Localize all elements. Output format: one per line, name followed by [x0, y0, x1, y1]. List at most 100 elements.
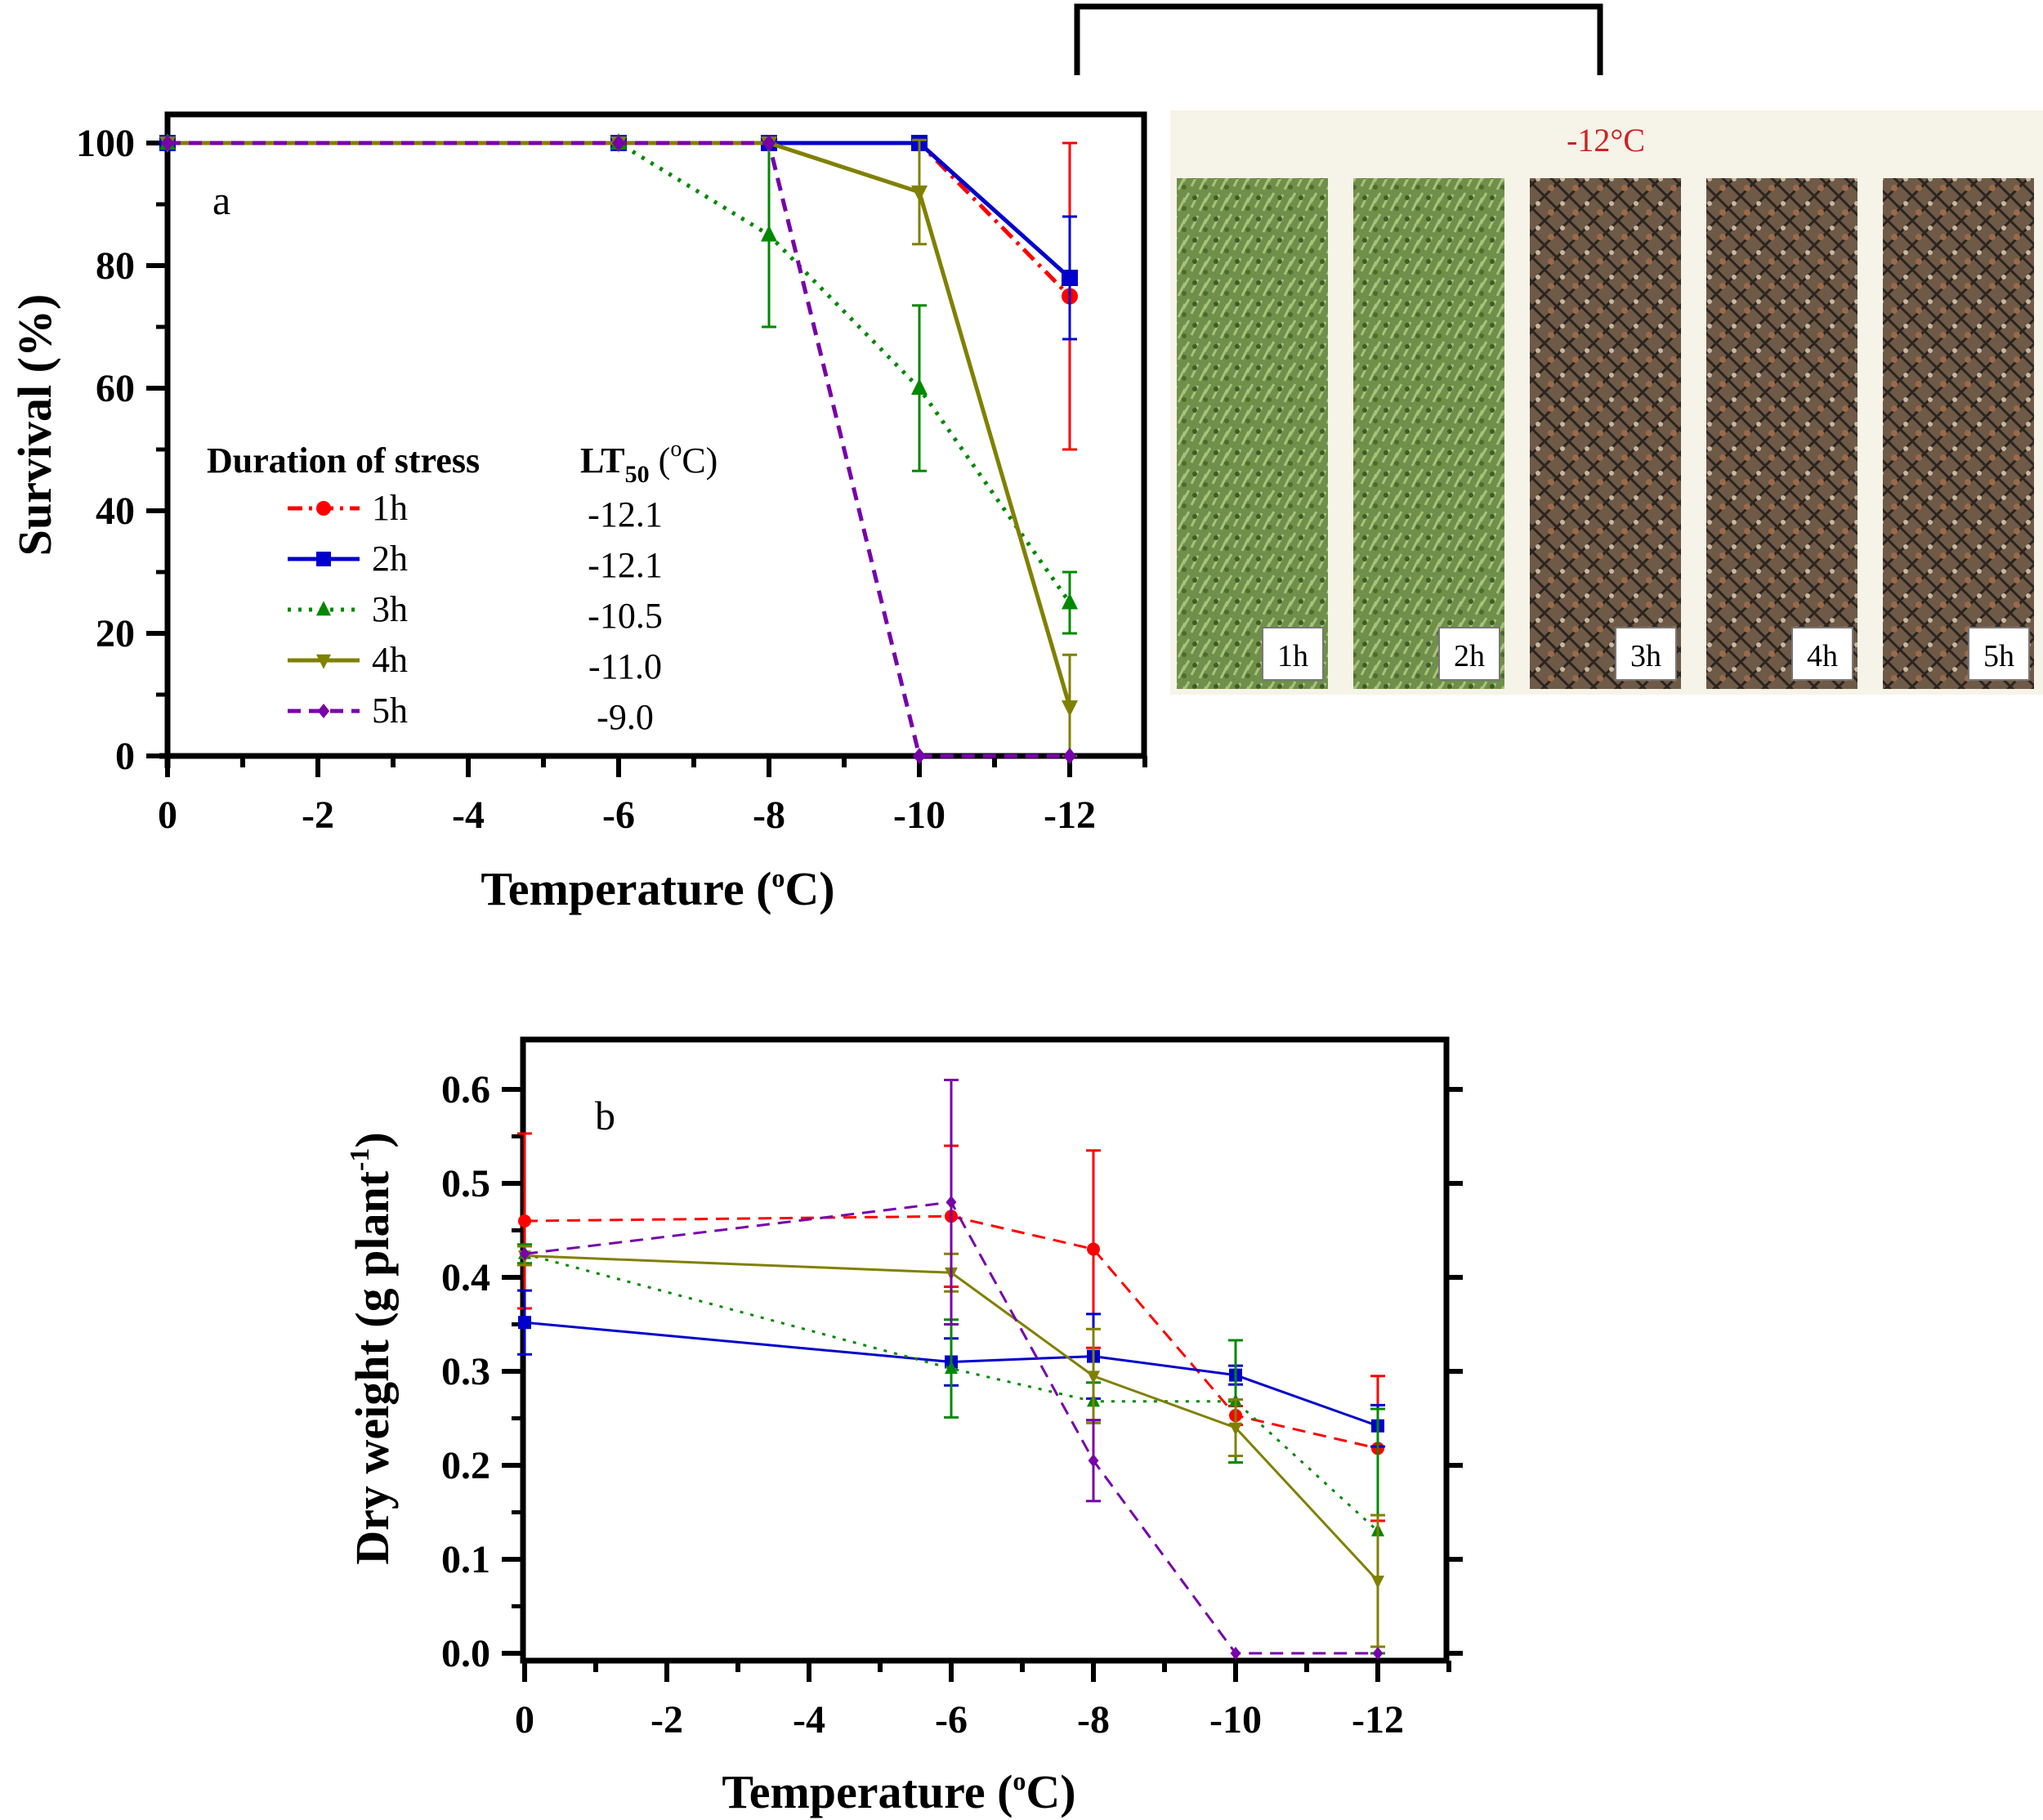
photo-2h: 2h: [1353, 178, 1504, 689]
plant-photo: [1706, 178, 1857, 689]
x-tick-label: -12: [1352, 1698, 1404, 1742]
legend-lt50: -12.1: [588, 494, 663, 534]
legend-item-4h: 4h -11.0: [288, 640, 662, 686]
x-tick-marks: [165, 756, 1147, 777]
data-point: [1087, 1242, 1100, 1256]
panel-label-b: b: [595, 1093, 615, 1138]
data-point: [945, 1360, 958, 1374]
data-point: [1062, 700, 1078, 717]
data-point: [1062, 593, 1078, 610]
legend-rows: 1h -12.1 2h -12.1 3h -10.5 4h -11.0 5h -9.0: [288, 488, 663, 737]
y-tick-label: 0.3: [441, 1350, 490, 1393]
photo-label: 3h: [1630, 639, 1661, 673]
legend-swatch-marker: [316, 654, 331, 669]
series-1h: [159, 135, 1078, 451]
data-point: [761, 225, 777, 242]
x-tick-label: -6: [602, 794, 635, 837]
photo-label: 2h: [1454, 639, 1485, 673]
legend-lt50: -12.1: [588, 545, 663, 585]
y-tick-label: 60: [96, 367, 135, 410]
x-axis-title: Temperature (oC): [722, 1765, 1075, 1818]
data-point: [612, 135, 625, 151]
x-tick-label: -4: [452, 794, 485, 837]
y-tick-label: 0.1: [441, 1538, 490, 1581]
plant-photo: [1883, 178, 2034, 689]
data-point: [1063, 748, 1076, 764]
data-point: [161, 135, 174, 151]
photo-strips: 1h 2h 3h 4h 5h: [1177, 178, 2034, 689]
photo-label-box: [1791, 627, 1853, 681]
y-tick-label: 0.6: [441, 1068, 490, 1111]
data-point: [518, 1316, 531, 1330]
photo-3h: 3h: [1530, 178, 1681, 689]
photo-label: 4h: [1807, 639, 1838, 673]
x-tick-label: -8: [753, 794, 785, 837]
y-tick-label: 100: [76, 122, 135, 165]
plant-photo: [1177, 178, 1328, 689]
data-point: [762, 135, 776, 151]
x-tick-label: -12: [1044, 794, 1096, 837]
plot-frame: [520, 1036, 1450, 1664]
photo-label: 5h: [1983, 639, 2014, 673]
x-tick-marks: [522, 1661, 1451, 1682]
legend-item-5h: 5h -9.0: [288, 691, 654, 737]
legend-item-2h: 2h -12.1: [288, 539, 663, 585]
plant-photo-panel: -12°C 1h 2h 3h 4h 5h: [1170, 110, 2043, 695]
legend-title: Duration of stress: [207, 440, 480, 481]
x-tick-label: -4: [793, 1698, 825, 1742]
data-point: [911, 378, 928, 395]
y-tick-label: 40: [96, 490, 135, 533]
survival-chart: 0 -2 -4 -6 -8 -10 -12 0 20 40 60 80 100 a Temperatu…: [8, 111, 1147, 915]
legend-swatch-marker: [316, 552, 331, 566]
y-tick-labels: 0.0 0.1 0.2 0.3 0.4 0.5 0.6: [441, 1068, 490, 1675]
x-tick-label: -10: [893, 794, 946, 837]
photo-4h: 4h: [1706, 178, 1857, 689]
y-tick-label: 20: [96, 612, 135, 655]
photo-label: 1h: [1277, 639, 1308, 673]
photo-label-box: [1615, 627, 1677, 681]
data-point: [1062, 270, 1078, 286]
data-point: [913, 748, 926, 764]
x-tick-label: -6: [935, 1698, 968, 1742]
series-line-1h: [524, 1214, 1379, 1450]
plant-photo: [1530, 178, 1681, 689]
legend: Duration of stress LT50 (oC) 1h -12.1 2h -1…: [207, 436, 718, 737]
photo-label-box: [1262, 627, 1324, 681]
photo-bracket: [1074, 3, 1603, 75]
legend-item-1h: 1h -12.1: [288, 488, 663, 534]
x-tick-label: 0: [158, 794, 177, 837]
x-tick-label: -10: [1209, 1698, 1262, 1742]
x-axis-title: Temperature (oC): [481, 862, 834, 915]
series-line-1h: [168, 141, 1071, 298]
legend-lt50: -9.0: [597, 697, 654, 737]
data-point: [1372, 1647, 1384, 1660]
photo-label-box: [1968, 627, 2030, 681]
dry-weight-chart: 0 -2 -4 -6 -8 -10 -12 0.00.10.20.30.40.50.6 b …: [345, 1036, 1463, 1818]
data-point: [1371, 1576, 1384, 1590]
y-tick-label: 0.4: [441, 1256, 490, 1299]
y-tick-label: 0.5: [441, 1162, 490, 1205]
legend-label: 4h: [372, 640, 408, 680]
lt50-title: LT50 (oC): [580, 436, 718, 488]
legend-swatch-marker: [317, 704, 330, 718]
y-tick-label: 0.0: [441, 1632, 490, 1675]
series-group: [517, 1079, 1385, 1660]
y-axis-title: Survival (%): [8, 294, 61, 557]
y-tick-marks: [146, 141, 168, 758]
data-point: [1087, 1371, 1100, 1384]
y-tick-label: 0.2: [441, 1444, 490, 1487]
y-tick-marks: [502, 1087, 1463, 1656]
photo-1h: 1h: [1177, 178, 1328, 689]
y-tick-label: 80: [96, 244, 135, 288]
legend-label: 3h: [372, 589, 408, 629]
y-tick-label: 0: [115, 735, 135, 778]
legend-lt50: -10.5: [588, 596, 663, 636]
data-point: [1229, 1422, 1242, 1436]
series-line-2h: [168, 141, 1071, 279]
legend-label: 1h: [372, 488, 408, 528]
photo-5h: 5h: [1883, 178, 2034, 689]
legend-swatch-marker: [316, 501, 331, 516]
series-5h: [161, 135, 1076, 764]
legend-lt50: -11.0: [588, 646, 662, 686]
